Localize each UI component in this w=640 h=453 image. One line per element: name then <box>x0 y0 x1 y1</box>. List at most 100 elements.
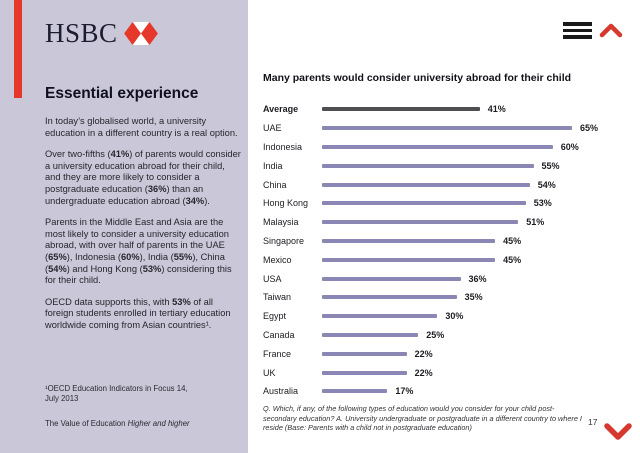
chart-value-label: 41% <box>487 104 506 115</box>
chart-bar <box>322 220 519 225</box>
text-segment: ), Indonesia ( <box>66 251 121 262</box>
chart-value-label: 54% <box>537 179 556 190</box>
chart-category-label: Hong Kong <box>263 198 309 209</box>
chart-row: Canada 25% <box>263 326 635 345</box>
menu-bar <box>563 35 592 39</box>
text-segment: ) and Hong Kong ( <box>66 263 143 274</box>
chart-row: USA 36% <box>263 269 635 288</box>
text-segment: 41% <box>110 149 130 160</box>
text-segment: 34% <box>185 195 205 206</box>
chart-bar <box>322 144 553 149</box>
text-segment: 60% <box>120 251 140 262</box>
hsbc-logo: HSBC <box>45 18 158 49</box>
chart-category-label: Australia <box>263 386 299 397</box>
chart-category-label: Singapore <box>263 235 305 246</box>
text-segment: In today’s globalised world, a universit… <box>45 116 238 138</box>
chart-row: Egypt 30% <box>263 307 635 326</box>
text-segment: Over two-fifths ( <box>45 149 111 160</box>
chart-bar <box>322 351 407 356</box>
footnote-line: July 2013 <box>45 394 79 403</box>
chart-row: India 55% <box>263 156 635 175</box>
chart-bar <box>322 163 534 168</box>
chevron-up-icon[interactable] <box>599 23 623 38</box>
text-segment: ), China ( <box>45 251 225 274</box>
chart-row: Mexico 45% <box>263 250 635 269</box>
text-segment: ). <box>204 195 210 206</box>
question-line: reside (Base: Parents with a child not i… <box>263 423 472 432</box>
chart-value-label: 55% <box>541 160 560 171</box>
chart-row: Malaysia 51% <box>263 213 635 232</box>
chart-category-label: Canada <box>263 329 295 340</box>
chart-bar <box>322 201 526 206</box>
paragraph: OECD data supports this, with 53% of all… <box>45 297 242 332</box>
left-panel: HSBC Essential experience In today’s glo… <box>0 0 248 453</box>
chart-category-label: Taiwan <box>263 292 292 303</box>
text-segment: 55% <box>173 251 193 262</box>
text-segment: ) considering this for their child. <box>45 263 232 286</box>
chart-category-label: Average <box>263 104 299 115</box>
chevron-down-icon[interactable] <box>604 422 632 441</box>
paragraph: In today’s globalised world, a universit… <box>45 116 242 139</box>
chart-row: Indonesia 60% <box>263 138 635 157</box>
chart-bar <box>322 314 438 319</box>
text-segment: ) than an undergraduate education abroad… <box>45 183 204 206</box>
chart-row: France 22% <box>263 344 635 363</box>
red-accent-bar <box>14 0 22 98</box>
menu-bar <box>563 28 592 33</box>
chart-row: Australia 17% <box>263 382 635 401</box>
text-segment: OECD data supports this, with <box>45 296 173 307</box>
chart-category-label: UAE <box>263 123 282 134</box>
chart-value-label: 65% <box>580 123 599 134</box>
chart-row: China 54% <box>263 175 635 194</box>
chart-category-label: Malaysia <box>263 217 299 228</box>
question-line: Q. Which, if any, of the following types… <box>263 404 555 413</box>
chart-row: UAE 65% <box>263 119 635 138</box>
chart-bar <box>322 238 496 243</box>
chart-row: Hong Kong 53% <box>263 194 635 213</box>
hamburger-menu-icon[interactable] <box>563 22 592 39</box>
chart-bar <box>322 257 496 262</box>
text-segment: 54% <box>48 263 67 274</box>
chart-value-label: 53% <box>533 198 552 209</box>
chart-bar <box>322 107 480 112</box>
text-segment: of all foreign students enrolled in tert… <box>45 296 231 330</box>
text-segment: The Value of Education <box>45 419 128 428</box>
chart-value-label: 22% <box>414 348 433 359</box>
chart-value-label: 35% <box>464 292 483 303</box>
text-segment: 36% <box>147 183 167 194</box>
chart-category-label: Egypt <box>263 311 287 322</box>
chart-value-label: 45% <box>503 235 522 246</box>
chart-bar <box>322 370 407 375</box>
footnote: ¹OECD Education Indicators in Focus 14, J… <box>45 384 188 404</box>
chart-bar <box>322 389 388 394</box>
chart-value-label: 22% <box>414 367 433 378</box>
footnote-line: ¹OECD Education Indicators in Focus 14, <box>45 384 188 393</box>
chart-value-label: 60% <box>560 141 579 152</box>
chart-value-label: 45% <box>503 254 522 265</box>
chart-bar <box>322 182 530 187</box>
body-text: In today’s globalised world, a universit… <box>45 116 242 342</box>
hsbc-hexagon-icon <box>123 22 158 45</box>
text-segment: ), India ( <box>139 251 174 262</box>
hsbc-wordmark: HSBC <box>45 18 118 48</box>
question-line: secondary education? A. University under… <box>263 413 582 423</box>
page-number: 17 <box>588 417 598 427</box>
paragraph: Parents in the Middle East and Asia are … <box>45 217 242 287</box>
chart-bar <box>322 295 457 300</box>
report-footer-title: The Value of Education Higher and higher <box>45 419 190 428</box>
chart-rows: Average 41% UAE 65% Indonesia 60% India 55% Chin… <box>263 100 635 401</box>
chart-bar <box>322 126 572 131</box>
chart-title: Many parents would consider university a… <box>263 72 572 84</box>
chart-category-label: India <box>263 160 283 171</box>
chart-value-label: 36% <box>468 273 487 284</box>
chart-value-label: 17% <box>395 386 414 397</box>
chart-row: Taiwan 35% <box>263 288 635 307</box>
text-segment: Higher and higher <box>127 419 190 428</box>
chart-row: Singapore 45% <box>263 232 635 251</box>
menu-bar <box>563 22 592 26</box>
chart-category-label: China <box>263 179 287 190</box>
text-segment: ) of parents would consider a university… <box>45 149 241 194</box>
chart-category-label: UK <box>263 367 276 378</box>
text-segment: Parents in the Middle East and Asia are … <box>45 217 229 262</box>
